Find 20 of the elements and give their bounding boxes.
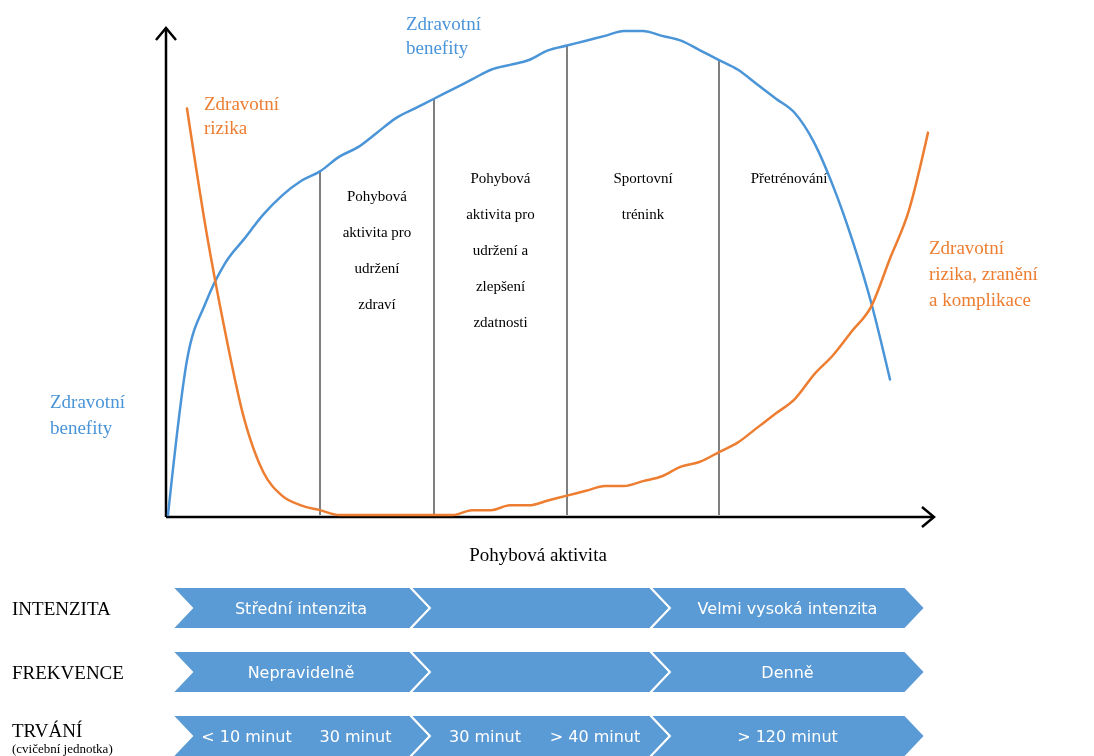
annotation: Přetrénování: [750, 170, 828, 186]
text: 30 minut: [319, 727, 392, 746]
series-label: Zdravotní rizika: [204, 93, 280, 138]
text: Pohybová aktivita pro udržení a zlepšení zdatnosti: [466, 170, 535, 330]
text: Pohybová aktivita pro udržení zdraví: [342, 188, 412, 313]
text: Nepravidelně: [247, 663, 355, 682]
series-label: Zdravotní benefity: [406, 13, 482, 58]
category-label: FREKVENCE: [12, 662, 124, 683]
text: Střední intenzita: [234, 599, 368, 618]
text: Zdravotní benefity: [50, 391, 126, 438]
annotation: Zdravotní rizika, zranění a komplikace: [929, 237, 1039, 310]
text: Denně: [761, 663, 814, 682]
text: Sportovní trénink: [613, 170, 673, 222]
text: > 120 minut: [737, 727, 838, 746]
x-axis-title: Pohybová aktivita: [469, 544, 608, 565]
text: < 10 minut: [201, 727, 292, 746]
text: Velmi vysoká intenzita: [697, 599, 878, 618]
category-label: INTENZITA: [12, 598, 111, 619]
text: > 40 minut: [549, 727, 641, 746]
text: 30 minut: [448, 727, 522, 746]
